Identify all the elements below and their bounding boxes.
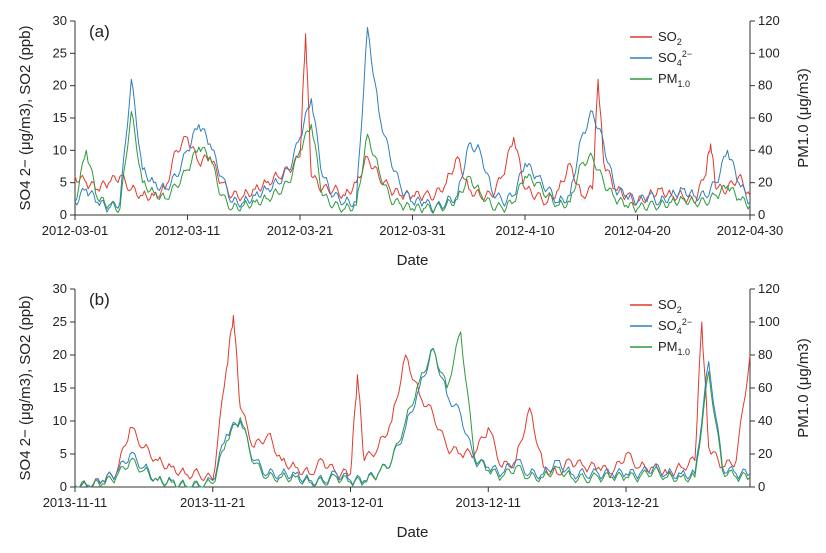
panel-b: 0 5 10 15 20 25 30 0 20 40 60 80 100 120 2013-11-11 201…	[17, 281, 812, 541]
x-tick-label: 2013-12-21	[593, 495, 660, 510]
y-left-tick-label: 30	[53, 13, 67, 28]
x-tick-label: 2013-12-01	[317, 495, 384, 510]
y-left-axis-label: SO4 2− (μg/m3), SO2 (ppb)	[17, 26, 34, 211]
x-tick-label: 2012-03-21	[267, 223, 334, 238]
panel-a: 0 5 10 15 20 25 30 0 20 40 60 80 100 120 2012-03-01 201…	[17, 13, 812, 269]
panel-label: (b)	[89, 290, 110, 309]
x-tick-label: 2012-03-31	[379, 223, 446, 238]
legend-label-so4: SO42−	[658, 317, 692, 336]
legend-label-so2: SO2	[658, 29, 682, 47]
y-right-tick-label: 100	[758, 314, 780, 329]
y-left-axis-label: SO4 2− (μg/m3), SO2 (ppb)	[17, 296, 34, 481]
y-left-tick-label: 5	[60, 446, 67, 461]
y-right-tick-label: 80	[758, 78, 772, 93]
legend-label-so4: SO42−	[658, 49, 692, 68]
y-right-axis-label: PM1.0 (μg/m3)	[795, 68, 812, 168]
series-line-so4	[75, 347, 751, 488]
y-left-tick-label: 5	[60, 175, 67, 190]
y-right-tick-label: 120	[758, 281, 780, 296]
y-left-tick-label: 15	[53, 110, 67, 125]
y-left-tick-label: 0	[60, 479, 67, 494]
y-left-tick-label: 25	[53, 314, 67, 329]
y-left-tick-label: 0	[60, 207, 67, 222]
y-right-tick-label: 40	[758, 142, 772, 157]
x-axis-label: Date	[397, 524, 429, 541]
y-right-tick-label: 20	[758, 446, 772, 461]
y-left-tick-label: 10	[53, 413, 67, 428]
series-line-so2	[75, 314, 751, 488]
legend-label-so2: SO2	[658, 297, 682, 315]
y-left-tick-label: 25	[53, 45, 67, 60]
y-left-tick-label: 10	[53, 142, 67, 157]
y-right-tick-label: 60	[758, 380, 772, 395]
x-tick-label: 2012-04-20	[604, 223, 671, 238]
y-right-axis-label: PM1.0 (μg/m3)	[795, 338, 812, 438]
y-left-tick-label: 20	[53, 78, 67, 93]
y-left-tick-label: 20	[53, 347, 67, 362]
legend-label-pm10: PM1.0	[658, 71, 690, 89]
series-line-so4	[74, 27, 751, 214]
y-right-tick-label: 120	[758, 13, 780, 28]
y-right-tick-label: 80	[758, 347, 772, 362]
y-right-tick-label: 20	[758, 175, 772, 190]
x-tick-label: 2012-03-01	[42, 223, 109, 238]
y-right-tick-label: 100	[758, 45, 780, 60]
y-right-tick-label: 60	[758, 110, 772, 125]
legend-label-pm10: PM1.0	[658, 339, 690, 357]
x-tick-label: 2013-11-11	[43, 495, 108, 510]
y-right-tick-label: 0	[758, 479, 765, 494]
x-tick-label: 2012-4-10	[495, 223, 554, 238]
y-left-tick-label: 30	[53, 281, 67, 296]
series-line-pm10	[74, 111, 751, 214]
y-right-tick-label: 40	[758, 413, 772, 428]
x-tick-label: 2013-11-21	[180, 495, 246, 510]
x-tick-label: 2012-03-11	[155, 223, 221, 238]
x-tick-label: 2013-12-11	[455, 495, 521, 510]
panel-label: (a)	[89, 22, 110, 41]
x-tick-label: 2012-04-30	[717, 223, 784, 238]
x-axis-label: Date	[397, 252, 429, 269]
series-line-pm10	[74, 331, 751, 488]
y-right-tick-label: 0	[758, 207, 765, 222]
series-line-so2	[74, 33, 751, 206]
y-left-tick-label: 15	[53, 380, 67, 395]
